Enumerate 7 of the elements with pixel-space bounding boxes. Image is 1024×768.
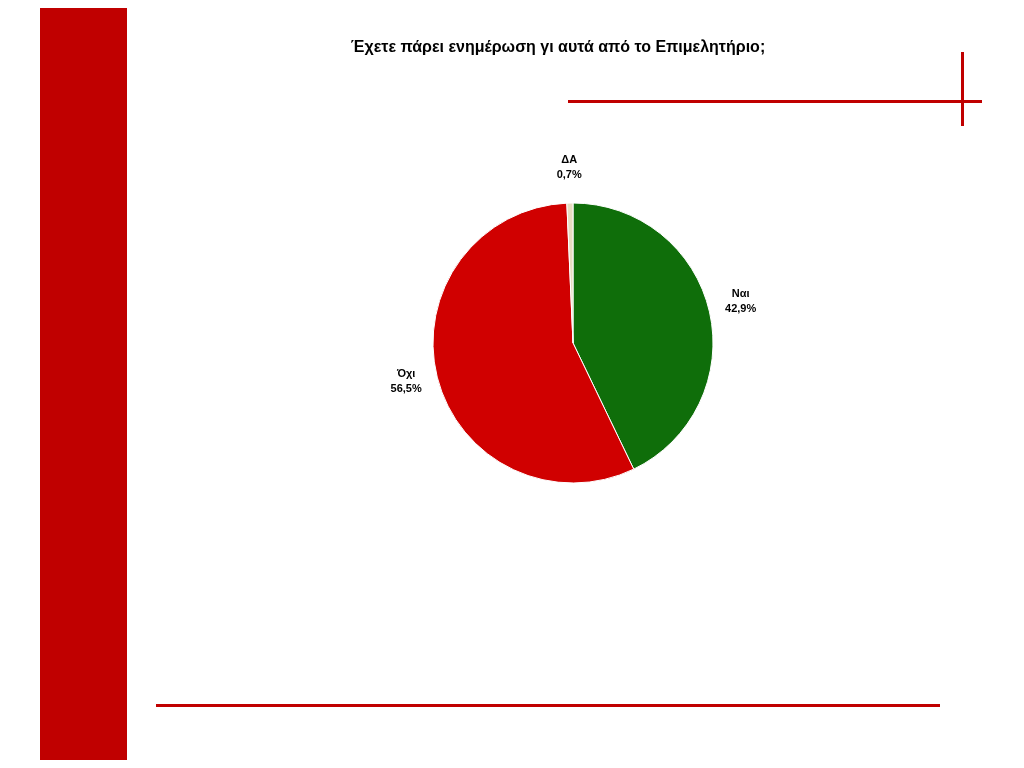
slice-label: ΔΑ (561, 153, 578, 166)
slice-label: Ναι (731, 286, 750, 299)
chart-title: Έχετε πάρει ενημέρωση γι αυτά από το Επιμελητήριο; (349, 38, 767, 56)
data-label: 0,7% (556, 168, 582, 181)
slice-label: Όχι (395, 366, 416, 379)
data-label: 56,5% (390, 381, 422, 394)
data-label: 42,9% (725, 301, 757, 314)
